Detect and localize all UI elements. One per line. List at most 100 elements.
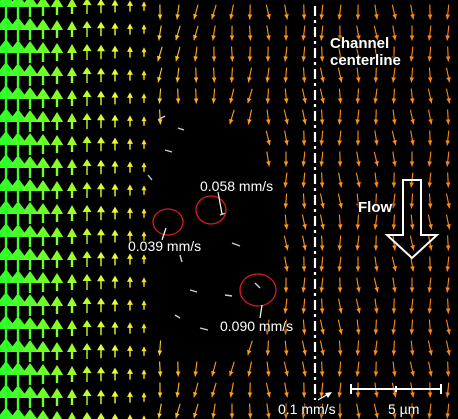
vector-arrow — [141, 369, 147, 379]
vector-arrow — [82, 274, 92, 290]
vector-arrow — [266, 151, 271, 167]
vector-arrow — [427, 172, 433, 188]
vector-arrow — [355, 361, 360, 377]
vector-arrow — [111, 252, 119, 266]
vector-arrow — [265, 319, 270, 335]
vector-arrow — [35, 157, 51, 177]
vector-arrow — [141, 93, 147, 103]
vector-arrow — [111, 344, 119, 358]
vector-arrow — [35, 19, 51, 39]
vector-arrow — [211, 4, 217, 20]
vector-arrow — [82, 343, 92, 359]
vector-arrow — [409, 25, 415, 41]
particle-marker-circle — [195, 195, 227, 225]
vector-arrow — [266, 403, 271, 419]
vector-arrow — [283, 235, 289, 251]
vector-arrow — [157, 382, 163, 398]
vector-arrow — [409, 46, 414, 62]
vector-arrow — [111, 206, 119, 220]
vector-arrow — [111, 91, 119, 105]
vector-arrow — [356, 403, 361, 419]
vector-arrow — [355, 214, 361, 230]
vector-arrow — [127, 161, 133, 173]
vector-arrow — [301, 340, 307, 356]
vector-arrow — [175, 25, 181, 41]
vector-arrow — [21, 179, 39, 201]
streak-dash — [177, 127, 185, 131]
vector-arrow — [141, 47, 147, 57]
vector-arrow — [319, 382, 325, 398]
vector-arrow — [67, 90, 77, 106]
vector-arrow — [193, 46, 198, 62]
vector-arrow — [82, 182, 92, 198]
particle-marker-circle — [152, 208, 184, 236]
vector-arrow — [229, 361, 235, 377]
vector-arrow — [127, 115, 133, 127]
vector-arrow — [35, 180, 51, 200]
vector-arrow — [141, 392, 147, 402]
vector-arrow — [35, 134, 51, 154]
vector-arrow — [319, 298, 325, 314]
vector-arrow — [247, 46, 253, 62]
vector-arrow — [302, 109, 307, 125]
vector-arrow — [409, 151, 415, 167]
vector-arrow — [8, 339, 28, 363]
vector-arrow — [301, 172, 307, 188]
vector-arrow — [301, 193, 307, 209]
vector-arrow — [391, 67, 396, 83]
vector-arrow — [337, 25, 343, 41]
vector-arrow — [391, 193, 396, 209]
vector-arrow — [319, 235, 325, 251]
vector-arrow — [283, 25, 289, 41]
vector-arrow — [35, 0, 51, 16]
vector-arrow — [428, 361, 433, 377]
vector-arrow — [337, 4, 342, 20]
vector-arrow — [445, 277, 451, 293]
vector-arrow — [82, 90, 92, 106]
vector-arrow — [8, 362, 28, 386]
vector-arrow — [355, 130, 361, 146]
vector-arrow — [355, 172, 361, 188]
vector-arrow — [445, 235, 451, 251]
vector-arrow — [21, 294, 39, 316]
vector-arrow — [67, 21, 77, 37]
vector-arrow — [301, 4, 307, 20]
vector-arrow — [355, 67, 361, 83]
vector-arrow — [355, 235, 360, 251]
vector-arrow — [247, 403, 253, 419]
vector-arrow — [97, 389, 105, 405]
vector-arrow — [301, 382, 307, 398]
vector-arrow — [301, 214, 307, 230]
vector-arrow — [265, 340, 271, 356]
vector-arrow — [373, 403, 379, 419]
vector-arrow — [301, 298, 307, 314]
vector-arrow — [338, 46, 343, 62]
vector-arrow — [247, 67, 253, 83]
channel-centerline-label: Channel centerline — [330, 35, 401, 69]
annotation-leader — [217, 191, 223, 215]
vector-arrow — [283, 361, 289, 377]
vector-arrow — [21, 225, 39, 247]
vector-arrow — [21, 271, 39, 293]
vector-arrow — [355, 109, 360, 125]
vector-arrow — [283, 193, 289, 209]
vector-arrow — [127, 23, 133, 35]
vector-arrow — [157, 403, 162, 419]
vector-arrow — [337, 340, 343, 356]
vector-arrow — [391, 319, 396, 335]
vector-arrow — [82, 113, 92, 129]
vector-arrow — [35, 203, 51, 223]
vector-arrow — [97, 251, 105, 267]
vector-arrow — [391, 256, 397, 272]
vector-arrow — [141, 1, 147, 11]
vector-arrow — [337, 130, 342, 146]
vector-arrow — [35, 226, 51, 246]
vector-arrow — [35, 341, 51, 361]
vector-arrow — [175, 361, 181, 377]
vector-arrow — [8, 247, 28, 271]
vector-arrow — [247, 25, 253, 41]
vector-arrow — [427, 25, 432, 41]
vector-arrow — [373, 67, 379, 83]
vector-arrow — [301, 277, 306, 293]
